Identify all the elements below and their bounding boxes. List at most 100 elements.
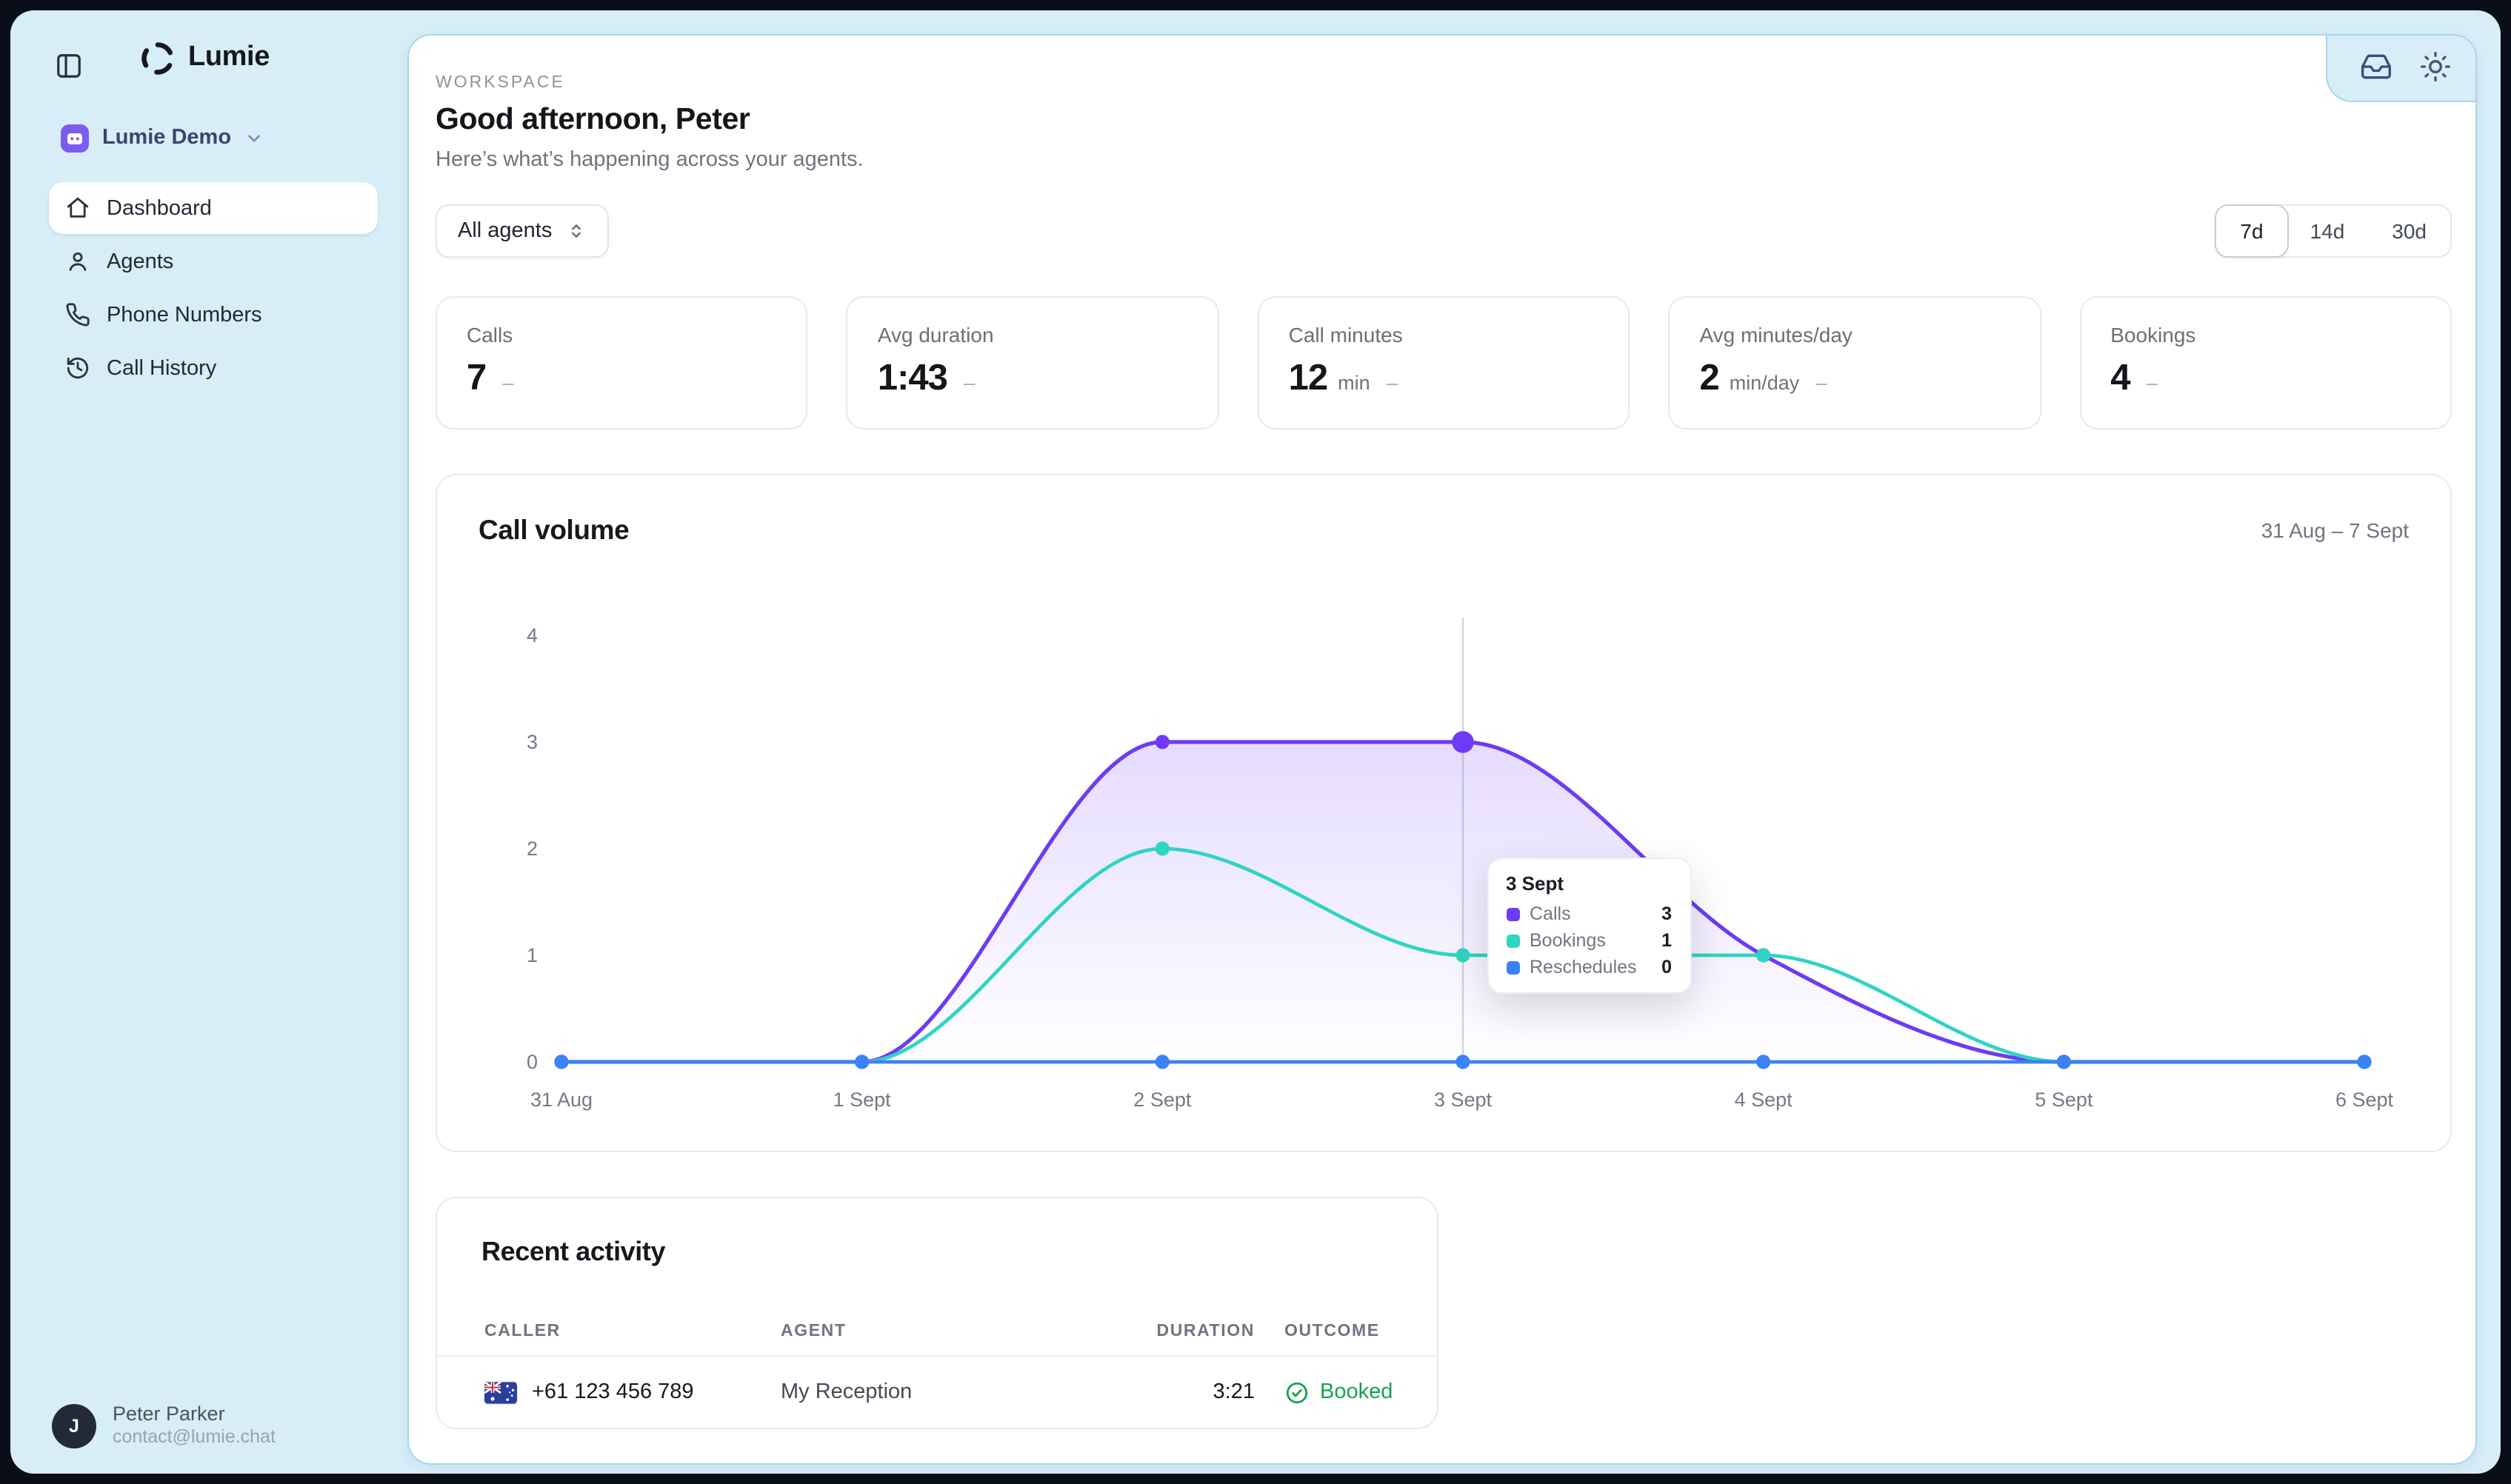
stat-unit: min	[1338, 372, 1370, 394]
svg-text:1 Sept: 1 Sept	[833, 1089, 892, 1111]
tooltip-title: 3 Sept	[1506, 872, 1564, 895]
history-icon	[65, 355, 90, 381]
sidebar-item-phone-numbers[interactable]: Phone Numbers	[49, 289, 378, 341]
stat-label: Call minutes	[1288, 323, 1403, 347]
table-row[interactable]: +61 123 456 789 My Reception 3:21 Booked	[437, 1357, 1437, 1428]
inbox-icon[interactable]	[2359, 50, 2392, 83]
user-email: contact@lumie.chat	[113, 1426, 276, 1448]
tooltip-row: Calls 3	[1506, 903, 1672, 924]
sidebar-item-call-history[interactable]: Call History	[49, 342, 378, 394]
avatar: J	[52, 1403, 96, 1448]
sidebar-header: Lumie	[10, 10, 399, 105]
chevron-down-icon	[244, 128, 264, 147]
svg-text:6 Sept: 6 Sept	[2335, 1089, 2394, 1111]
outcome-badge: Booked	[1284, 1380, 1393, 1405]
column-header-outcome: OUTCOME	[1284, 1322, 1380, 1340]
workspace-selector[interactable]: Lumie Demo	[49, 111, 378, 164]
stat-card-avg-minutes-day: Avg minutes/day 2 min/day –	[1668, 296, 2041, 430]
svg-text:0: 0	[527, 1051, 538, 1073]
chart-date-range: 31 Aug – 7 Sept	[2261, 518, 2409, 542]
app-frame: Lumie Lumie Demo Dashboard	[10, 10, 2501, 1474]
chart-svg: 0 1 2 3 4 31 Aug 1 Sept 2 Sept 3 Sept 4 Sept 5 Sep…	[527, 618, 2394, 1111]
user-profile[interactable]: J Peter Parker contact@lumie.chat	[52, 1402, 276, 1450]
series-swatch	[1506, 907, 1519, 920]
check-circle-icon	[1286, 1381, 1308, 1403]
stat-value: 4	[2110, 358, 2130, 398]
range-30d-button[interactable]: 30d	[2368, 204, 2450, 258]
date-range-segmented: 7d 14d 30d	[2215, 204, 2452, 258]
sidebar-item-label: Phone Numbers	[107, 303, 262, 327]
stat-label: Avg duration	[877, 323, 994, 347]
stat-label: Calls	[467, 323, 513, 347]
stat-value: 7	[467, 358, 487, 398]
workspace-name: Lumie Demo	[102, 126, 232, 150]
stat-unit: min/day	[1729, 372, 1800, 394]
series-swatch	[1506, 934, 1519, 947]
sidebar: Lumie Lumie Demo Dashboard	[10, 10, 399, 1474]
logo-text: Lumie	[188, 41, 270, 73]
stat-label: Bookings	[2110, 323, 2196, 347]
user-icon	[65, 249, 90, 274]
controls-row: All agents 7d 14d 30d	[436, 204, 2452, 258]
chevrons-up-down-icon	[565, 221, 586, 241]
agent-filter-dropdown[interactable]: All agents	[436, 204, 609, 258]
sidebar-item-label: Call History	[107, 356, 217, 380]
stats-row: Calls 7– Avg duration 1:43– Call minutes…	[436, 296, 2452, 430]
sidebar-item-label: Agents	[107, 250, 174, 273]
agent-name: My Reception	[781, 1380, 913, 1404]
stat-card-bookings: Bookings 4–	[2079, 296, 2452, 430]
svg-text:4: 4	[527, 624, 538, 646]
sidebar-item-dashboard[interactable]: Dashboard	[49, 182, 378, 234]
svg-text:5 Sept: 5 Sept	[2035, 1089, 2093, 1111]
workspace-avatar	[61, 124, 89, 152]
sun-icon[interactable]	[2418, 50, 2451, 83]
svg-text:2 Sept: 2 Sept	[1133, 1089, 1192, 1111]
table-header-row: CALLER AGENT DURATION OUTCOME	[437, 1306, 1437, 1357]
home-icon	[65, 195, 90, 221]
column-header-caller: CALLER	[484, 1322, 561, 1340]
phone-icon	[65, 302, 90, 327]
svg-text:3: 3	[527, 731, 538, 753]
column-header-duration: DURATION	[1156, 1322, 1255, 1340]
stat-trend: –	[2146, 370, 2158, 394]
chart-title: Call volume	[478, 514, 630, 545]
svg-text:31 Aug: 31 Aug	[530, 1089, 593, 1111]
stat-card-call-minutes: Call minutes 12 min –	[1257, 296, 1630, 430]
user-name: Peter Parker	[113, 1402, 225, 1424]
sidebar-toggle-icon[interactable]	[52, 49, 84, 81]
stat-trend: –	[502, 370, 514, 394]
agent-filter-label: All agents	[458, 219, 553, 243]
svg-text:1: 1	[527, 944, 538, 966]
recent-activity-card: Recent activity CALLER AGENT DURATION OU…	[436, 1197, 1438, 1429]
sidebar-nav: Dashboard Agents Phone Numbers	[10, 182, 399, 394]
stat-card-avg-duration: Avg duration 1:43–	[846, 296, 1219, 430]
range-14d-button[interactable]: 14d	[2287, 204, 2369, 258]
chart-tooltip: 3 Sept Calls 3 Bookings 1 Reschedules 0	[1487, 858, 1691, 994]
activity-table: CALLER AGENT DURATION OUTCOME	[437, 1306, 1437, 1428]
svg-text:4 Sept: 4 Sept	[1735, 1089, 1793, 1111]
tooltip-rows: Calls 3 Bookings 1 Reschedules 0	[1506, 903, 1672, 977]
panel-content: WORKSPACE Good afternoon, Peter Here’s w…	[409, 36, 2475, 1463]
sidebar-item-agents[interactable]: Agents	[49, 235, 378, 287]
tooltip-row: Bookings 1	[1506, 930, 1672, 951]
call-volume-chart: 0 1 2 3 4 31 Aug 1 Sept 2 Sept 3 Sept 4 Sept 5 Sep…	[478, 567, 2409, 1130]
stat-card-calls: Calls 7–	[436, 296, 808, 430]
column-header-agent: AGENT	[781, 1322, 847, 1340]
tooltip-row: Reschedules 0	[1506, 957, 1672, 977]
svg-text:2: 2	[527, 838, 538, 860]
caller-number: +61 123 456 789	[532, 1380, 694, 1404]
lumie-logo-icon	[139, 39, 176, 76]
topbar-actions	[2325, 36, 2475, 101]
recent-activity-title: Recent activity	[481, 1237, 666, 1266]
stat-trend: –	[1386, 370, 1398, 394]
page-subtitle: Here’s what’s happening across your agen…	[436, 148, 864, 172]
stat-value: 12	[1288, 358, 1329, 398]
main-panel: WORKSPACE Good afternoon, Peter Here’s w…	[407, 34, 2477, 1465]
main-area: WORKSPACE Good afternoon, Peter Here’s w…	[399, 10, 2501, 1474]
stat-value: 1:43	[877, 358, 948, 398]
stat-label: Avg minutes/day	[1699, 323, 1853, 347]
range-7d-button[interactable]: 7d	[2215, 204, 2289, 258]
series-swatch	[1506, 960, 1519, 974]
australia-flag-icon	[484, 1381, 517, 1403]
